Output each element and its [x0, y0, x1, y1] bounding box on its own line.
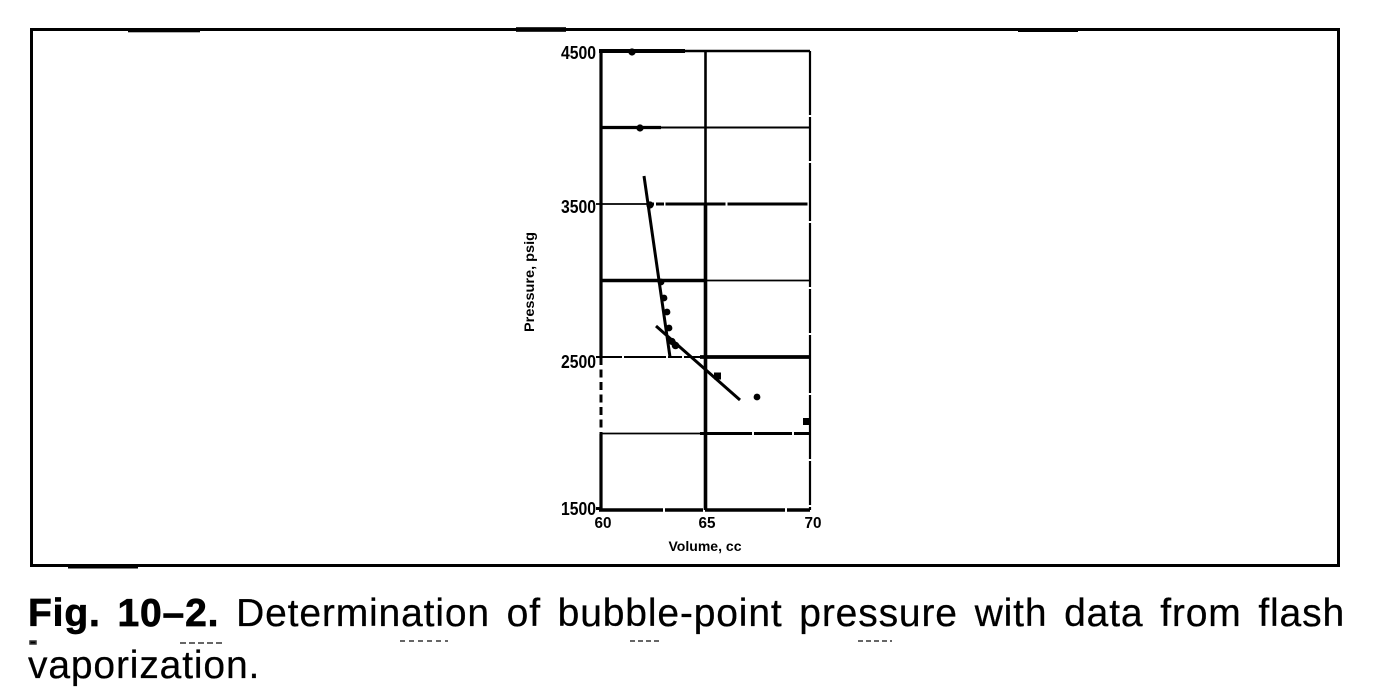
svg-text:60: 60	[595, 515, 612, 532]
svg-text:1500: 1500	[561, 499, 596, 519]
svg-text:3500: 3500	[561, 197, 596, 217]
svg-text:70: 70	[805, 515, 822, 532]
svg-text:4500: 4500	[561, 43, 596, 63]
svg-text:65: 65	[699, 515, 716, 532]
svg-text:Volume, cc: Volume, cc	[669, 538, 742, 554]
svg-text:Pressure, psig: Pressure, psig	[521, 232, 537, 332]
svg-text:2500: 2500	[561, 352, 596, 372]
